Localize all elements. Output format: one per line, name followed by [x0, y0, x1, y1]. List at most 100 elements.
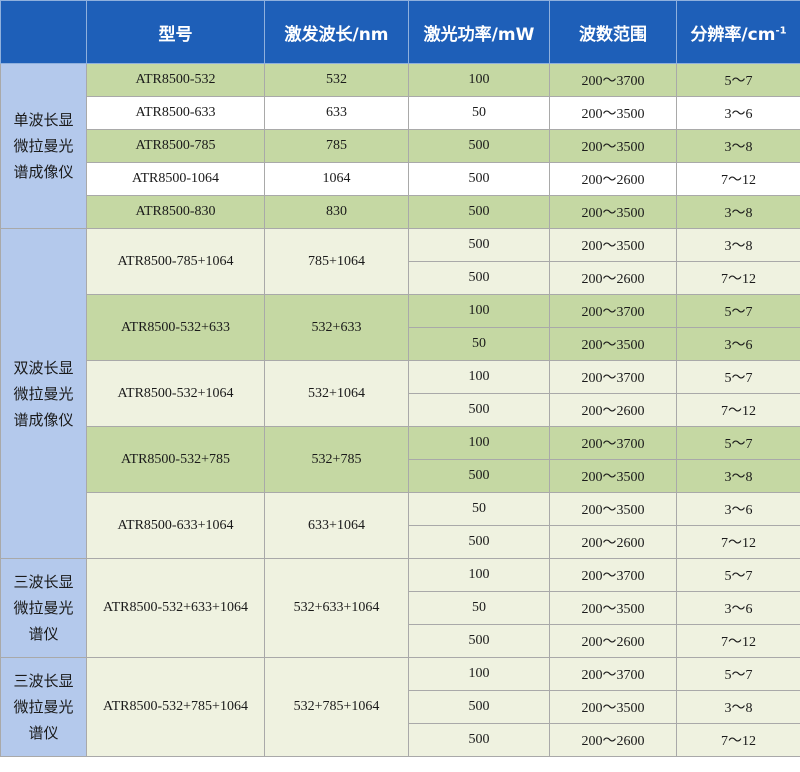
cell-wavelength: 830: [264, 195, 409, 229]
cell-resolution: 3～8: [676, 195, 800, 229]
cell-range: 200～3700: [549, 294, 677, 328]
cell-resolution: 5～7: [676, 558, 800, 592]
cell-range: 200～2600: [549, 393, 677, 427]
cell-model: ATR8500-532: [86, 63, 265, 97]
table-row: 500 200～2600 7～12: [1, 393, 800, 427]
cell-resolution: 7～12: [676, 162, 800, 196]
table-row: 50 200～3500 3～6: [1, 327, 800, 361]
cell-power: 500: [408, 228, 550, 262]
cell-wavelength: 532+785: [264, 426, 409, 493]
cell-power: 50: [408, 327, 550, 361]
header-model: 型号: [86, 0, 265, 64]
header-row: 型号 激发波长/nm 激光功率/mW 波数范围 分辨率/cm-1: [0, 0, 800, 64]
cell-resolution: 7～12: [676, 624, 800, 658]
cell-resolution: 3～6: [676, 591, 800, 625]
cell-resolution: 3～6: [676, 327, 800, 361]
cell-range: 200～2600: [549, 525, 677, 559]
header-corner: [0, 0, 87, 64]
category-triple-b: 三波长显 微拉曼光 谱仪: [0, 657, 87, 757]
table-row: 双波长显 微拉曼光 谱成像仪 ATR8500-785+1064 785+1064…: [0, 228, 800, 559]
cell-resolution: 3～8: [676, 228, 800, 262]
cell-power: 50: [408, 591, 550, 625]
table-row: 500 200～3500 3～8: [1, 459, 800, 493]
cell-power: 500: [408, 525, 550, 559]
cell-resolution: 5～7: [676, 63, 800, 97]
cell-resolution: 7～12: [676, 261, 800, 295]
cell-range: 200～3700: [549, 558, 677, 592]
cell-power: 500: [408, 723, 550, 757]
cell-resolution: 5～7: [676, 294, 800, 328]
cell-range: 200～3500: [549, 195, 677, 229]
table-row: ATR8500-532+633 532+633 100 200～3700 5～7: [1, 294, 800, 361]
cell-power: 500: [408, 129, 550, 163]
cell-range: 200～3500: [549, 228, 677, 262]
cell-range: 200～3700: [549, 63, 677, 97]
cell-power: 500: [408, 261, 550, 295]
table-row: ATR8500-633 633 50 200～3500 3～6: [1, 96, 800, 130]
header-resolution-sup: -1: [775, 24, 787, 36]
cell-power: 500: [408, 393, 550, 427]
table-row: ATR8500-1064 1064 500 200～2600 7～12: [1, 162, 800, 196]
cell-wavelength: 532+1064: [264, 360, 409, 427]
table-row: 单波长显 微拉曼光 谱成像仪 ATR8500-532 532 100 200～3…: [0, 63, 800, 229]
header-power: 激光功率/mW: [408, 0, 550, 64]
cell-power: 100: [408, 63, 550, 97]
cell-power: 100: [408, 360, 550, 394]
cell-range: 200～3500: [549, 96, 677, 130]
table-row: ATR8500-830 830 500 200～3500 3～8: [1, 195, 800, 229]
table-row: 500 200～2600 7～12: [1, 261, 800, 295]
cell-resolution: 3～8: [676, 459, 800, 493]
cell-model: ATR8500-532+633: [86, 294, 265, 361]
cell-model: ATR8500-1064: [86, 162, 265, 196]
cell-power: 500: [408, 624, 550, 658]
cell-range: 200～3700: [549, 657, 677, 691]
table-row: ATR8500-633+1064 633+1064 50 200～3500 3～…: [1, 492, 800, 559]
header-wavelength: 激发波长/nm: [264, 0, 409, 64]
table-row: 500 200～3500 3～8: [1, 690, 800, 724]
cell-power: 100: [408, 657, 550, 691]
cell-wavelength: 633: [264, 96, 409, 130]
cell-power: 100: [408, 294, 550, 328]
cell-resolution: 3～8: [676, 690, 800, 724]
table-row: 500 200～2600 7～12: [1, 723, 800, 757]
cell-range: 200～3700: [549, 426, 677, 460]
cell-resolution: 3～8: [676, 129, 800, 163]
cell-range: 200～2600: [549, 261, 677, 295]
table-row: 500 200～2600 7～12: [1, 525, 800, 559]
cell-range: 200～2600: [549, 624, 677, 658]
cell-range: 200～3500: [549, 327, 677, 361]
cell-model: ATR8500-532+785+1064: [86, 657, 265, 757]
header-resolution: 分辨率/cm-1: [676, 0, 800, 64]
cell-wavelength: 532+633+1064: [264, 558, 409, 658]
cell-resolution: 5～7: [676, 657, 800, 691]
header-range: 波数范围: [549, 0, 677, 64]
cell-model: ATR8500-532+1064: [86, 360, 265, 427]
cell-range: 200～2600: [549, 723, 677, 757]
cell-range: 200～3500: [549, 690, 677, 724]
cell-power: 50: [408, 96, 550, 130]
cell-model: ATR8500-633: [86, 96, 265, 130]
cell-model: ATR8500-633+1064: [86, 492, 265, 559]
category-single: 单波长显 微拉曼光 谱成像仪: [0, 63, 87, 229]
cell-wavelength: 532+633: [264, 294, 409, 361]
cell-model: ATR8500-532+785: [86, 426, 265, 493]
table-row: ATR8500-785 785 500 200～3500 3～8: [1, 129, 800, 163]
cell-power: 500: [408, 459, 550, 493]
cell-resolution: 5～7: [676, 360, 800, 394]
cell-resolution: 3～6: [676, 492, 800, 526]
cell-range: 200～2600: [549, 162, 677, 196]
cell-range: 200～3500: [549, 459, 677, 493]
table-row: 500 200～2600 7～12: [1, 624, 800, 658]
table-row: ATR8500-532+1064 532+1064 100 200～3700 5…: [1, 360, 800, 427]
cell-resolution: 3～6: [676, 96, 800, 130]
cell-wavelength: 532+785+1064: [264, 657, 409, 757]
cell-wavelength: 1064: [264, 162, 409, 196]
header-resolution-label: 分辨率/cm: [690, 24, 776, 45]
category-triple-a: 三波长显 微拉曼光 谱仪: [0, 558, 87, 658]
cell-model: ATR8500-830: [86, 195, 265, 229]
cell-range: 200～3500: [549, 129, 677, 163]
cell-wavelength: 633+1064: [264, 492, 409, 559]
cell-wavelength: 785: [264, 129, 409, 163]
cell-resolution: 7～12: [676, 723, 800, 757]
